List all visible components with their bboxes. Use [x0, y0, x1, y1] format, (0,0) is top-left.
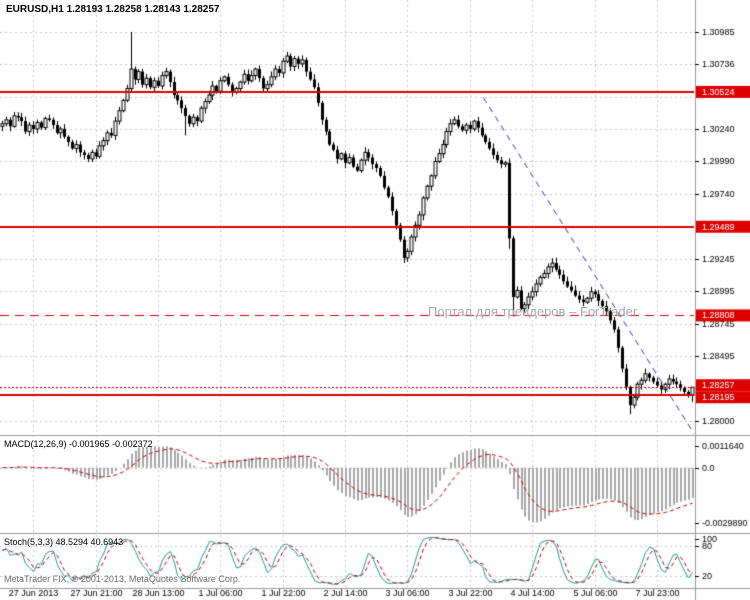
macd-indicator-header: MACD(12,26,9) -0.001965 -0.002372 — [4, 439, 153, 449]
stoch-indicator-header: Stoch(5,3,3) 48.5294 40.6943 — [4, 537, 124, 547]
metaquotes-copyright-watermark: MetaTrader FIX, © 2001-2013, MetaQuotes … — [4, 574, 241, 584]
fortrader-watermark: Портал для трейдеров – ForTrader — [428, 304, 638, 319]
symbol-ohlc-title: EURUSD,H1 1.28193 1.28258 1.28143 1.2825… — [6, 4, 220, 15]
